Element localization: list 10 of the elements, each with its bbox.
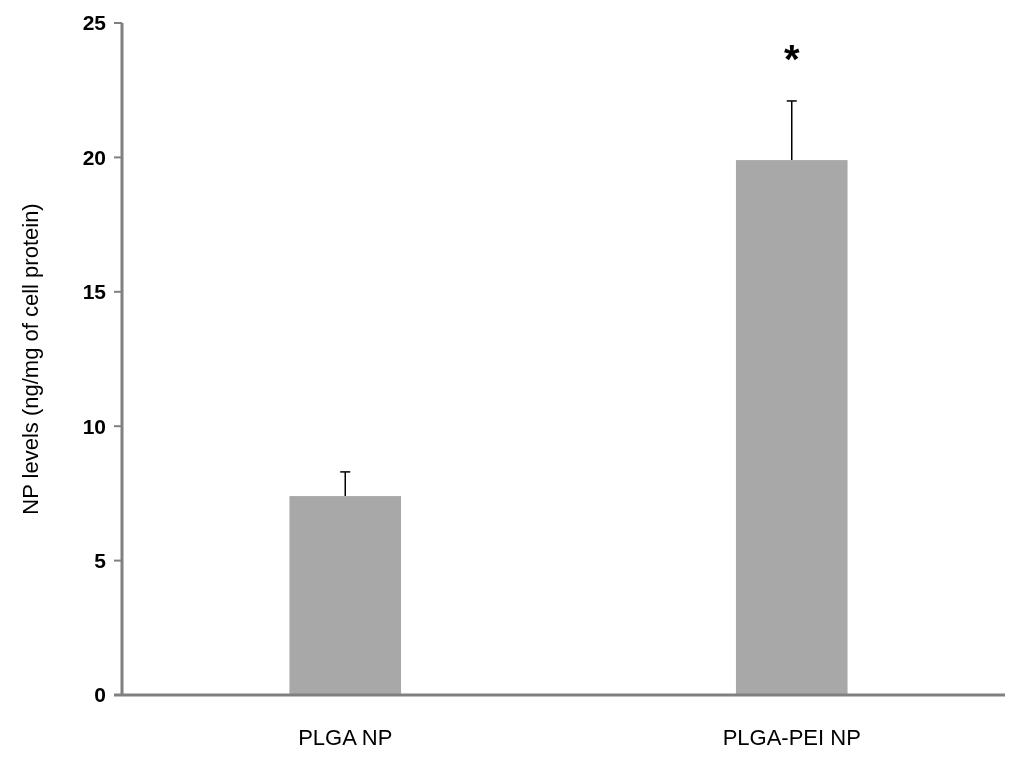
y-tick-label: 0 bbox=[94, 683, 106, 707]
x-tick-label: PLGA-PEI NP bbox=[722, 725, 861, 750]
y-tick-label: 20 bbox=[82, 145, 106, 169]
y-tick-label: 5 bbox=[94, 548, 107, 572]
y-tick-label: 10 bbox=[82, 414, 106, 438]
y-tick-label: 15 bbox=[82, 280, 107, 304]
x-tick-label: PLGA NP bbox=[298, 725, 393, 750]
y-axis-title: NP levels (ng/mg of cell protein) bbox=[18, 203, 43, 515]
y-tick-label: 25 bbox=[82, 11, 107, 35]
annotation: * bbox=[783, 36, 800, 81]
